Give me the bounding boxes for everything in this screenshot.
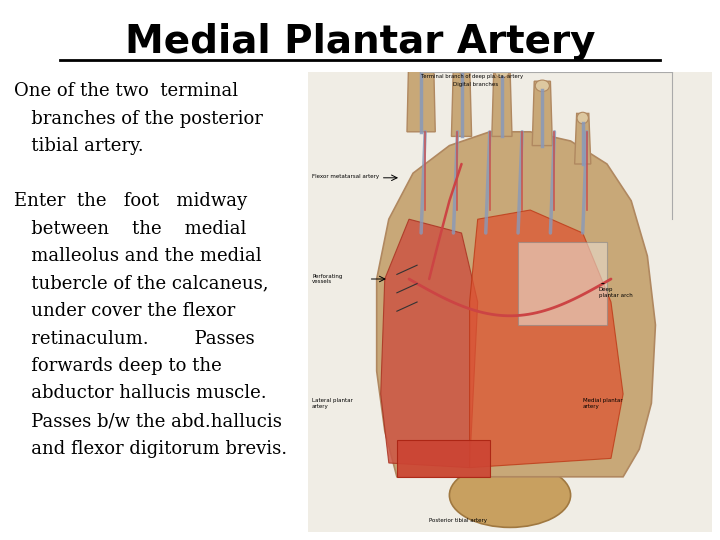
Text: and flexor digitorum brevis.: and flexor digitorum brevis. [14, 440, 287, 457]
Text: tubercle of the calcaneus,: tubercle of the calcaneus, [14, 274, 269, 293]
Polygon shape [469, 210, 623, 468]
Text: retinaculum.        Passes: retinaculum. Passes [14, 329, 255, 348]
Polygon shape [451, 63, 472, 137]
Ellipse shape [449, 463, 571, 528]
Text: tibial artery.: tibial artery. [14, 137, 143, 155]
Text: branches of the posterior: branches of the posterior [14, 110, 263, 127]
Text: forwards deep to the: forwards deep to the [14, 357, 222, 375]
Polygon shape [492, 68, 512, 137]
Bar [518, 242, 607, 325]
Text: One of the two  terminal: One of the two terminal [14, 82, 238, 100]
Polygon shape [407, 44, 436, 132]
Text: Perforating
vessels: Perforating vessels [312, 274, 343, 285]
Text: Flexor metatarsal artery: Flexor metatarsal artery [312, 174, 379, 179]
Ellipse shape [454, 62, 469, 73]
Text: Passes b/w the abd.hallucis: Passes b/w the abd.hallucis [14, 412, 282, 430]
Ellipse shape [577, 112, 588, 124]
Polygon shape [397, 440, 490, 477]
Text: Enter  the   foot   midway: Enter the foot midway [14, 192, 247, 210]
Text: abductor hallucis muscle.: abductor hallucis muscle. [14, 384, 266, 402]
Polygon shape [575, 113, 591, 164]
Text: malleolus and the medial: malleolus and the medial [14, 247, 261, 265]
Text: between    the    medial: between the medial [14, 219, 246, 238]
Text: Terminal branch of deep pla. ta. artery: Terminal branch of deep pla. ta. artery [421, 75, 523, 79]
Text: Medial plantar
artery: Medial plantar artery [582, 398, 622, 409]
Ellipse shape [495, 66, 509, 78]
Polygon shape [377, 132, 655, 477]
Ellipse shape [411, 43, 431, 55]
Polygon shape [381, 219, 477, 468]
Polygon shape [532, 81, 552, 146]
Text: under cover the flexor: under cover the flexor [14, 302, 235, 320]
Ellipse shape [535, 80, 549, 92]
Text: Posterior tibial artery: Posterior tibial artery [429, 518, 487, 523]
Bar [308, 72, 712, 532]
Text: Digital branches: Digital branches [454, 82, 498, 87]
Text: Deep
plantar arch: Deep plantar arch [599, 287, 633, 298]
Text: Medial Plantar Artery: Medial Plantar Artery [125, 23, 595, 61]
Text: Lateral plantar
artery: Lateral plantar artery [312, 398, 353, 409]
